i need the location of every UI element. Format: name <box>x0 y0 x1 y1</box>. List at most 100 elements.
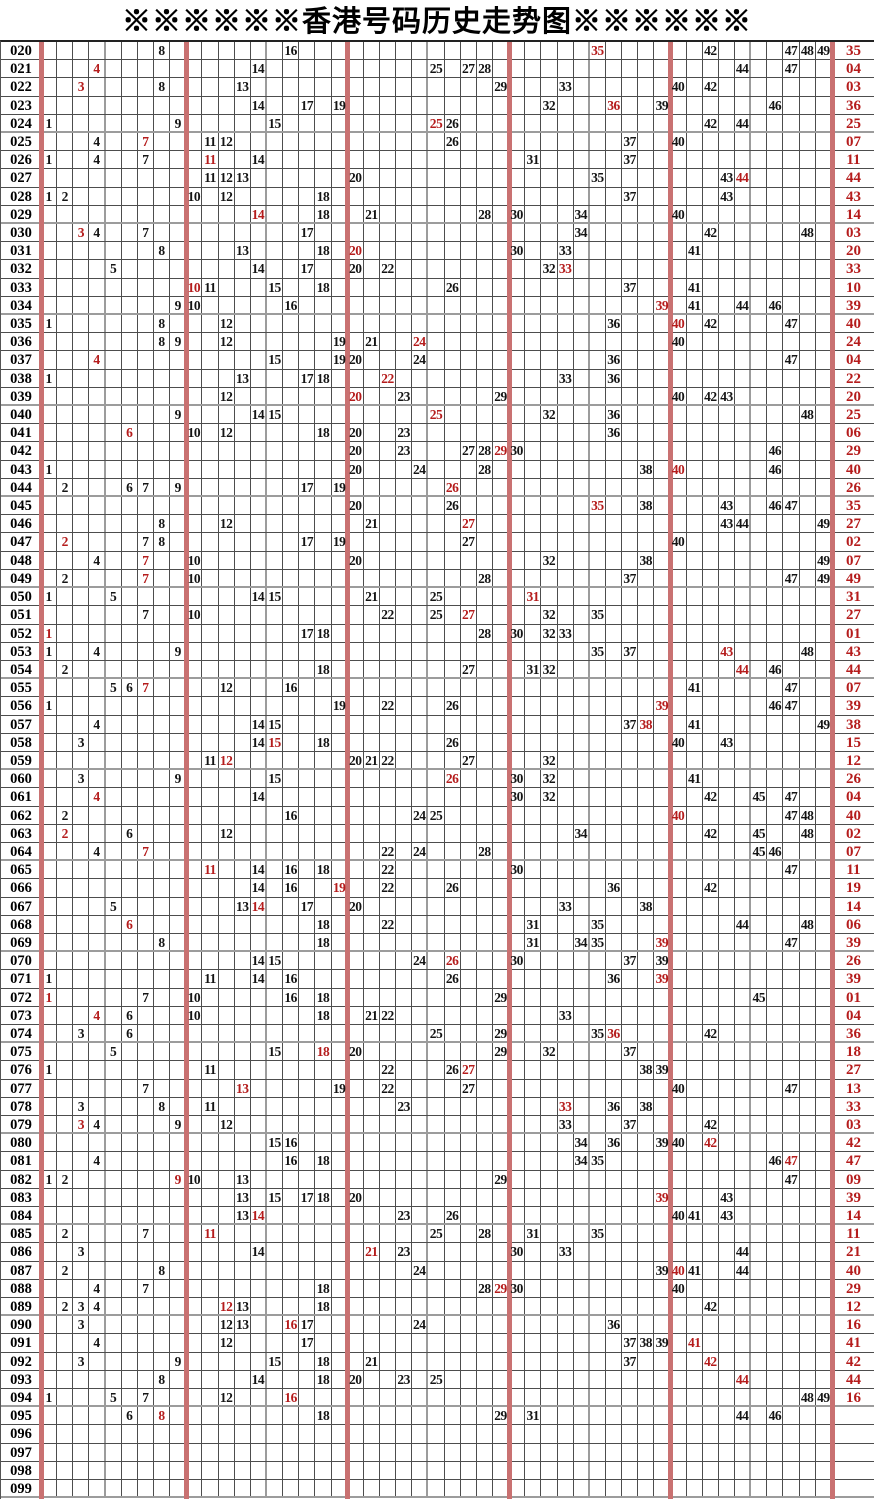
number-cell <box>509 533 526 551</box>
drawn-number: 8 <box>158 534 165 550</box>
number-cell <box>606 897 623 915</box>
number-cell <box>202 660 219 678</box>
number-cell: 4 <box>89 351 106 369</box>
draw-row: 076 1 11 22 26 27 38 39 27 <box>1 1061 874 1080</box>
number-cell <box>638 333 655 351</box>
draw-row: 037 4 15 19 20 24 36 47 04 <box>1 351 874 370</box>
number-cell: 14 <box>251 1370 267 1389</box>
number-cell: 22 <box>380 1061 397 1079</box>
special-column-value: 27 <box>845 607 861 624</box>
number-cell <box>315 1425 332 1443</box>
number-cell <box>267 1389 284 1406</box>
drawn-number: 42 <box>704 115 717 131</box>
number-cell <box>106 1207 122 1224</box>
number-cell <box>122 1134 138 1152</box>
number-cell <box>509 260 526 278</box>
number-cell <box>299 515 316 533</box>
drawn-number: 29 <box>494 1171 507 1187</box>
number-cell <box>57 933 74 951</box>
number-cell <box>461 151 477 169</box>
number-cell <box>41 770 58 788</box>
number-cell <box>670 1370 687 1389</box>
number-cell <box>364 551 380 569</box>
number-cell <box>638 169 655 187</box>
drawn-number: 47 <box>784 61 798 77</box>
drawn-number: 32 <box>542 1044 556 1060</box>
drawn-number: 15 <box>268 1135 281 1151</box>
number-cell <box>315 1461 332 1480</box>
draw-row: 025 4 7 11 12 26 37 40 07 <box>1 133 874 152</box>
number-cell: 44 <box>735 1261 752 1279</box>
row-label: 050 <box>10 589 32 606</box>
number-cell <box>396 770 413 788</box>
number-cell <box>670 406 687 424</box>
number-cell: 18 <box>315 933 332 951</box>
number-cell <box>687 1024 703 1042</box>
number-cell <box>315 1243 332 1261</box>
number-cell <box>558 1279 574 1298</box>
number-cell <box>315 315 332 333</box>
drawn-number: 41 <box>687 297 701 313</box>
number-cell <box>380 788 397 806</box>
number-cell <box>348 1279 364 1298</box>
number-cell <box>558 1370 574 1389</box>
number-cell <box>154 551 171 569</box>
number-cell: 20 <box>348 1370 364 1389</box>
number-cell <box>138 642 154 660</box>
number-cell <box>428 1170 445 1188</box>
drawn-number: 10 <box>187 570 201 586</box>
number-cell <box>412 242 429 260</box>
number-cell <box>590 788 606 806</box>
number-cell <box>428 278 445 296</box>
special-number: 4 <box>93 1007 100 1023</box>
number-cell: 49 <box>816 551 832 569</box>
number-cell <box>477 715 493 733</box>
number-cell <box>638 1298 655 1315</box>
number-cell <box>670 915 687 933</box>
number-cell <box>735 242 752 260</box>
number-cell <box>445 1079 461 1097</box>
number-cell <box>299 187 316 205</box>
number-cell <box>219 1207 235 1224</box>
number-cell <box>509 897 526 915</box>
number-cell <box>396 1188 413 1206</box>
number-cell <box>670 679 687 697</box>
number-cell <box>219 624 235 642</box>
number-cell <box>106 1261 122 1279</box>
number-cell <box>525 1207 542 1224</box>
number-cell <box>606 1188 623 1206</box>
drawn-number: 14 <box>251 1244 265 1260</box>
number-cell <box>687 114 703 132</box>
number-cell <box>687 78 703 96</box>
number-cell <box>767 387 784 405</box>
number-cell <box>638 1225 655 1243</box>
number-cell <box>219 1170 235 1188</box>
number-cell <box>606 988 623 1006</box>
number-cell <box>670 606 687 624</box>
number-cell <box>509 1134 526 1152</box>
number-cell <box>606 1061 623 1079</box>
drawn-number: 45 <box>752 989 766 1005</box>
number-cell: 4 <box>89 642 106 660</box>
number-cell <box>106 1225 122 1243</box>
number-cell <box>783 1043 800 1061</box>
number-cell: 16 <box>283 42 300 60</box>
number-cell <box>57 624 74 642</box>
number-cell <box>606 1207 623 1224</box>
number-cell <box>606 42 623 60</box>
drawn-number: 9 <box>174 479 182 495</box>
number-cell <box>735 952 752 970</box>
number-cell <box>299 1134 316 1152</box>
number-cell <box>590 842 606 860</box>
number-cell <box>315 42 332 60</box>
number-cell <box>202 1024 219 1042</box>
number-cell <box>461 715 477 733</box>
drawn-number: 42 <box>704 880 717 896</box>
number-cell: 26 <box>445 697 461 715</box>
number-cell <box>622 842 639 860</box>
drawn-number: 19 <box>332 334 346 350</box>
draw-row: 095 6 8 18 29 31 44 46 <box>1 1407 874 1426</box>
number-cell <box>638 1115 655 1133</box>
number-cell <box>315 806 332 824</box>
number-cell <box>154 569 171 587</box>
